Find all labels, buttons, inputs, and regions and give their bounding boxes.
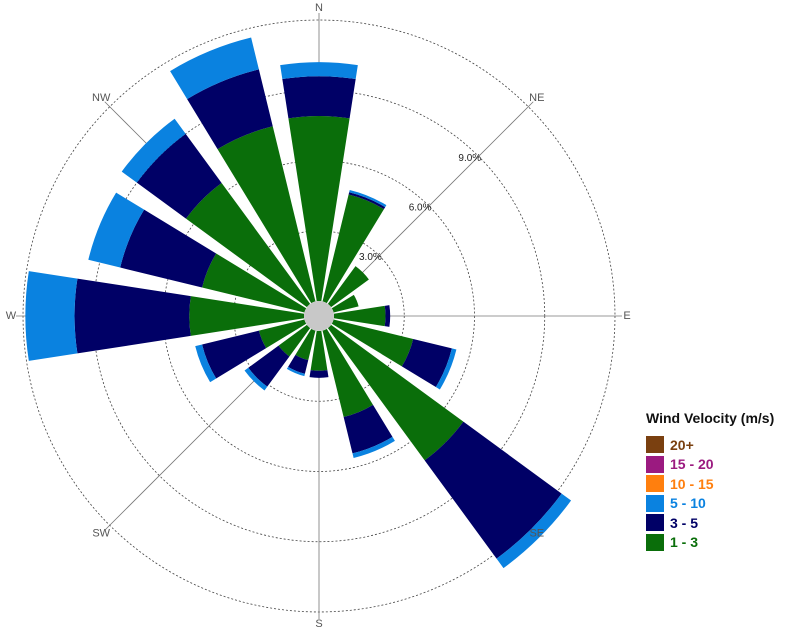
bar-sse-3-5 (343, 404, 393, 454)
bar-wsw-1-3 (258, 319, 307, 349)
bar-nw-1-3 (185, 182, 311, 308)
bar-sw-1-3 (278, 324, 311, 357)
ring-label-3: 9.0% (458, 153, 481, 164)
bar-wsw-3-5 (202, 330, 267, 379)
bar-ne-1-3 (327, 266, 369, 308)
bar-sw-3-5 (248, 345, 290, 387)
bar-w-3-5 (74, 278, 191, 354)
bar-sse-5-10 (352, 436, 395, 458)
direction-label-sw: SW (92, 528, 110, 540)
bar-nw-5-10 (121, 118, 186, 183)
bar-se-3-5 (424, 421, 562, 559)
legend-entries: 20+ 15 - 20 10 - 15 5 - 10 3 - 5 1 - 3 (646, 435, 796, 552)
bar-n-1-3 (288, 116, 350, 302)
bar-e-3-5 (384, 305, 391, 327)
bar-s-1-3 (310, 330, 328, 371)
bar-nne-5-10 (349, 189, 387, 208)
direction-label-e: E (623, 310, 630, 322)
legend-label: 10 - 15 (670, 475, 714, 492)
bar-nnw-1-3 (217, 126, 316, 304)
legend-label: 3 - 5 (670, 514, 699, 531)
bar-ssw-1-3 (295, 328, 316, 361)
ring-label-2: 6.0% (409, 203, 432, 214)
bar-ssw-3-5 (288, 354, 309, 374)
ring-label-1: 3.0% (359, 252, 382, 263)
bar-nne-3-5 (348, 192, 386, 210)
legend-swatch (646, 475, 664, 493)
bar-sw-5-10 (244, 367, 268, 391)
legend-title: Wind Velocity (m/s) (646, 410, 775, 426)
legend-swatch (646, 494, 664, 512)
bar-ese-5-10 (435, 348, 457, 390)
bar-wsw-5-10 (195, 344, 217, 383)
legend: Wind Velocity (m/s) 20+ 15 - 20 10 - 15 5 -… (646, 410, 796, 552)
bar-se-1-3 (327, 324, 464, 461)
bar-nne-1-3 (322, 194, 384, 304)
bar-w-5-10 (25, 271, 78, 361)
legend-swatch (646, 436, 664, 454)
legend-entry: 20+ (646, 435, 796, 455)
bar-s-3-5 (309, 370, 329, 378)
bar-n-3-5 (282, 76, 356, 119)
legend-entry: 10 - 15 (646, 474, 796, 494)
direction-label-s: S (315, 618, 322, 630)
bar-wnw-3-5 (120, 209, 217, 288)
legend-entry: 1 - 3 (646, 533, 796, 553)
legend-label: 15 - 20 (670, 456, 714, 473)
direction-label-nw: NW (92, 92, 111, 104)
bar-wnw-5-10 (88, 192, 145, 268)
bar-nnw-3-5 (187, 69, 273, 150)
bar-ese-1-3 (331, 319, 414, 367)
legend-label: 20+ (670, 436, 694, 453)
legend-label: 1 - 3 (670, 534, 699, 551)
bar-nnw-5-10 (170, 37, 259, 100)
bar-n-5-10 (280, 62, 358, 80)
legend-swatch (646, 455, 664, 473)
wind-rose-chart: N NE E SE S SW W NW 3.0% 6.0% 9.0% (6, 2, 631, 630)
legend-swatch (646, 533, 664, 551)
bar-w-1-3 (189, 296, 305, 336)
bar-wnw-1-3 (202, 253, 307, 313)
bar-ese-3-5 (401, 338, 452, 388)
legend-entry: 3 - 5 (646, 513, 796, 533)
wind-bars (25, 37, 572, 569)
center-hub (304, 301, 334, 331)
legend-swatch (646, 514, 664, 532)
direction-label-w: W (6, 310, 17, 322)
direction-label-ne: NE (529, 92, 544, 104)
axis-labels: N NE E SE S SW W NW 3.0% 6.0% 9.0% (6, 2, 631, 630)
bar-se-5-10 (496, 493, 572, 569)
direction-label-n: N (315, 2, 323, 14)
bar-e-1-3 (333, 305, 386, 327)
bar-sse-1-3 (322, 328, 374, 418)
legend-entry: 15 - 20 (646, 455, 796, 475)
legend-label: 5 - 10 (670, 495, 706, 512)
direction-label-se: SE (529, 528, 544, 540)
bar-ssw-5-10 (286, 366, 305, 377)
legend-entry: 5 - 10 (646, 494, 796, 514)
bar-nw-3-5 (136, 133, 222, 219)
bar-ene-1-3 (331, 294, 359, 313)
